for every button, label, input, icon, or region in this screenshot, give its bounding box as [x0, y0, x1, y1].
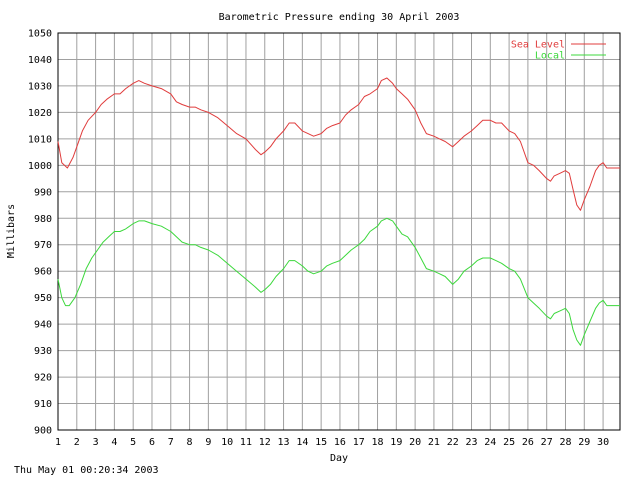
y-tick-label: 1020 [28, 108, 52, 119]
y-tick-label: 930 [34, 346, 52, 357]
y-tick-label: 1000 [28, 161, 52, 172]
y-axis-label: Millibars [6, 204, 17, 258]
x-tick-label: 8 [187, 437, 193, 448]
x-tick-label: 18 [372, 437, 384, 448]
y-tick-label: 910 [34, 399, 52, 410]
plot-frame [57, 32, 621, 431]
x-tick-label: 6 [149, 437, 155, 448]
x-tick-label: 9 [205, 437, 211, 448]
x-tick-label: 4 [111, 437, 117, 448]
y-tick-label: 940 [34, 320, 52, 331]
x-tick-label: 27 [541, 437, 553, 448]
x-tick-label: 21 [428, 437, 440, 448]
x-tick-label: 3 [93, 437, 99, 448]
x-axis-label: Day [330, 453, 348, 464]
y-tick-label: 1010 [28, 134, 52, 145]
x-tick-label: 12 [259, 437, 271, 448]
legend-label-sea-level: Sea Level [511, 40, 565, 51]
x-tick-label: 26 [522, 437, 534, 448]
y-tick-labels: 900 910 920 930 940 950 960 970 980 990 1000 1010 10… [28, 29, 52, 437]
series-line-sea-level [57, 77, 620, 211]
x-tick-label: 24 [484, 437, 496, 448]
x-tick-label: 29 [578, 437, 590, 448]
x-tick-label: 25 [503, 437, 515, 448]
x-tick-label: 1 [55, 437, 61, 448]
y-tick-label: 960 [34, 267, 52, 278]
x-tick-label: 22 [447, 437, 459, 448]
x-tick-label: 13 [278, 437, 290, 448]
x-tick-label: 28 [559, 437, 571, 448]
chart-title: Barometric Pressure ending 30 April 2003 [219, 12, 460, 23]
x-tick-label: 10 [221, 437, 233, 448]
y-tick-label: 970 [34, 240, 52, 251]
legend-label-local: Local [535, 51, 565, 62]
y-tick-label: 1050 [28, 29, 52, 40]
x-tick-label: 7 [168, 437, 174, 448]
y-tick-label: 920 [34, 373, 52, 384]
y-tick-label: 1040 [28, 55, 52, 66]
x-tick-label: 19 [390, 437, 402, 448]
y-tick-label: 990 [34, 187, 52, 198]
footer-timestamp: Thu May 01 00:20:34 2003 [14, 465, 159, 476]
x-tick-label: 16 [334, 437, 346, 448]
x-tick-label: 11 [240, 437, 252, 448]
x-tick-labels: 1 2 3 4 5 6 7 8 9 10 11 12 13 14 15 16 17 18 19 20 21 22 23 24 2… [55, 437, 609, 448]
x-tick-label: 20 [409, 437, 421, 448]
y-tick-label: 1030 [28, 81, 52, 92]
y-tick-label: 900 [34, 426, 52, 437]
x-tick-label: 23 [465, 437, 477, 448]
series-line-local [57, 217, 620, 346]
grid [57, 32, 620, 431]
x-tick-label: 17 [353, 437, 365, 448]
x-tick-label: 5 [130, 437, 136, 448]
x-tick-label: 15 [315, 437, 327, 448]
x-tick-label: 30 [597, 437, 609, 448]
x-tick-label: 14 [296, 437, 308, 448]
series-lines [57, 77, 620, 346]
x-tick-label: 2 [74, 437, 80, 448]
y-tick-label: 980 [34, 214, 52, 225]
y-tick-label: 950 [34, 293, 52, 304]
